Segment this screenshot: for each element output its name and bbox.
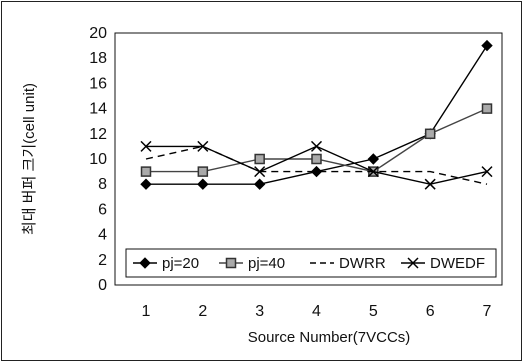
y-tick-label: 10 <box>89 151 107 168</box>
data-point-square <box>481 103 493 114</box>
legend-label: DWRR <box>339 255 386 272</box>
data-point-diamond <box>481 39 493 52</box>
y-tick-label: 14 <box>89 101 107 118</box>
legend: pj=20 pj=40 DWRR DWEDF <box>125 248 497 278</box>
x-axis-title: Source Number(7VCCs) <box>248 329 411 346</box>
series-dwrr <box>145 145 488 185</box>
data-point-x <box>481 166 493 178</box>
y-tick-label: 0 <box>98 277 107 294</box>
x-tick-label: 1 <box>142 303 151 320</box>
data-point-x <box>254 166 266 178</box>
legend-label: pj=20 <box>162 255 199 272</box>
data-point-square <box>424 128 436 140</box>
y-tick-label: 8 <box>98 176 107 193</box>
y-tick-label: 18 <box>89 50 107 67</box>
x-tick-label: 6 <box>426 303 435 320</box>
data-point-x <box>140 140 152 152</box>
x-tick-label: 7 <box>483 303 492 320</box>
y-tick-label: 12 <box>89 126 107 143</box>
x-tick-label: 2 <box>198 303 207 320</box>
data-point-diamond <box>197 178 209 190</box>
legend-item: pj=40 <box>219 255 285 272</box>
data-point-square <box>140 166 152 177</box>
series-layer <box>140 39 493 190</box>
series-dwedf <box>140 140 493 190</box>
x-tick-label: 3 <box>255 303 264 320</box>
plot-area <box>114 32 503 286</box>
data-point-diamond <box>367 153 380 165</box>
y-tick-label: 2 <box>98 252 107 269</box>
legend-item: DWEDF <box>401 255 485 272</box>
data-point-x <box>197 140 209 152</box>
y-tick-label: 4 <box>98 227 107 244</box>
legend-item: pj=20 <box>133 255 199 272</box>
data-point-square <box>225 257 237 269</box>
data-point-x <box>310 140 323 152</box>
data-point-diamond <box>253 178 266 190</box>
series-line <box>145 145 488 185</box>
legend-label: pj=40 <box>248 255 285 272</box>
y-axis-title: 최대 버퍼 크기(cell unit) <box>21 83 38 235</box>
y-tick-label: 6 <box>98 201 107 218</box>
data-point-diamond <box>139 257 151 269</box>
data-point-x <box>424 178 436 190</box>
legend-label: DWEDF <box>430 255 485 272</box>
data-point-diamond <box>310 165 323 178</box>
x-axis-ticks: 1 2 3 4 5 6 7 <box>142 303 492 320</box>
data-point-square <box>254 153 265 165</box>
y-axis-ticks: 0 2 4 6 8 10 12 14 16 18 20 <box>89 25 107 294</box>
x-tick-label: 4 <box>312 303 321 320</box>
legend-item: DWRR <box>310 255 386 272</box>
y-tick-label: 20 <box>89 25 107 42</box>
y-tick-label: 16 <box>89 75 107 92</box>
data-point-diamond <box>140 178 152 190</box>
data-point-square <box>197 166 209 177</box>
data-point-x <box>407 257 419 269</box>
data-point-square <box>311 153 322 165</box>
data-point-x <box>367 166 379 178</box>
x-tick-label: 5 <box>369 303 378 320</box>
